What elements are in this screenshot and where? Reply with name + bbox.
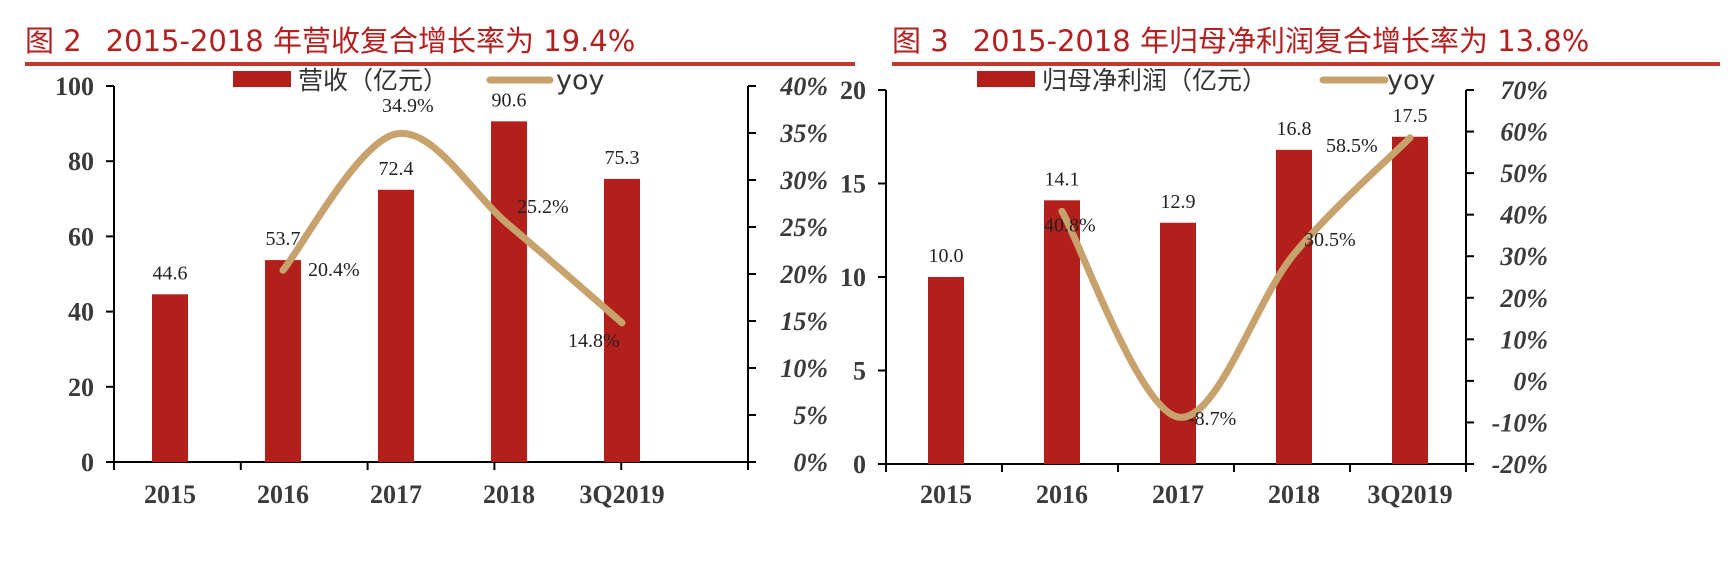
right-tick-label: -20% [1492,450,1548,479]
bar-value-label: 10.0 [929,245,964,267]
right-tick-label: -10% [1492,408,1548,437]
revenue-chart: 0 20 40 60 80 100 0% 5% 10% 15% 20% 25% 30% 35% 40% 201… [55,65,828,509]
right-tick-label: 25% [779,213,828,242]
figure-title: 图 2 2015-2018 年营收复合增长率为 19.4% [25,18,635,60]
bar-value-label: 72.4 [379,158,414,180]
yoy-value-label: 20.4% [308,259,360,281]
category-label: 3Q2019 [1367,480,1452,509]
right-tick-label: 0% [793,448,828,477]
right-tick-label: 40% [1499,201,1548,230]
right-tick-label: 10% [1500,325,1548,354]
right-tick-label: 0% [1513,367,1548,396]
bar-value-label: 14.1 [1045,168,1080,190]
title-divider [25,62,855,66]
left-tick-label: 20 [68,373,94,402]
net-profit-chart: 0 5 10 15 20 -20% -10% 0% 10% 20% 30% 40% 50% 60% 70% 2… [840,65,1548,509]
right-tick-label: 10% [780,354,828,383]
bar [928,277,964,464]
category-label: 2017 [370,480,422,509]
title-divider [892,62,1720,66]
bar [152,294,188,462]
bar-value-label: 17.5 [1393,105,1428,127]
left-tick-label: 0 [81,448,94,477]
figure-title-text: 2015-2018 年归母净利润复合增长率为 13.8% [972,24,1590,58]
legend-line-label: yoy [1387,65,1435,96]
category-label: 2018 [1268,480,1320,509]
right-tick-label: 35% [779,119,828,148]
bar-value-label: 53.7 [266,228,301,250]
legend-bar-label: 营收（亿元） [298,66,448,95]
right-tick-label: 20% [779,260,828,289]
yoy-line [1058,134,1414,421]
left-tick-label: 20 [840,76,866,105]
yoy-value-label: 30.5% [1304,229,1356,251]
category-label: 2015 [144,480,196,509]
right-tick-label: 30% [779,166,828,195]
left-tick-label: 60 [68,222,94,251]
left-tick-label: 0 [853,450,866,479]
figure-title: 图 3 2015-2018 年归母净利润复合增长率为 13.8% [892,18,1589,60]
category-label: 3Q2019 [579,480,664,509]
legend-bar-swatch [233,71,291,87]
bar-value-label: 75.3 [605,147,640,169]
bar-value-label: 90.6 [492,89,527,111]
yoy-value-label: 40.8% [1044,214,1096,236]
left-tick-label: 100 [55,72,94,101]
left-tick-label: 40 [68,298,94,327]
bar [378,189,414,462]
category-label: 2016 [1036,480,1088,509]
category-label: 2017 [1152,480,1204,509]
category-label: 2016 [257,480,309,509]
right-tick-label: 50% [1500,159,1548,188]
legend-bar-swatch [977,71,1035,87]
figure-number: 图 2 [25,24,82,58]
right-tick-label: 15% [780,307,828,336]
left-tick-label: 5 [853,357,866,386]
bar [491,121,527,463]
bar [1392,136,1428,464]
category-label: 2015 [920,480,972,509]
bar-value-label: 12.9 [1161,191,1196,213]
right-tick-label: 5% [793,401,828,430]
left-tick-label: 80 [68,147,94,176]
bar [1276,149,1312,464]
left-tick-label: 15 [840,170,866,199]
legend-bar-label: 归母净利润（亿元） [1042,66,1267,95]
yoy-value-label: 58.5% [1326,135,1378,157]
right-tick-label: 70% [1500,76,1548,105]
legend-line-label: yoy [556,65,604,96]
right-tick-label: 20% [1499,284,1548,313]
figure-title-text: 2015-2018 年营收复合增长率为 19.4% [105,24,636,58]
yoy-value-label: 14.8% [568,330,620,352]
right-tick-label: 30% [1499,242,1548,271]
revenue-chart-panel: 图 2 2015-2018 年营收复合增长率为 19.4% 0 20 40 60 80 10… [25,18,855,509]
category-label: 2018 [483,480,535,509]
left-tick-label: 10 [840,263,866,292]
net-profit-chart-panel: 图 3 2015-2018 年归母净利润复合增长率为 13.8% 0 5 10 15 20… [840,0,1728,566]
yoy-line [279,129,626,327]
bar-value-label: 16.8 [1277,118,1312,140]
figure-number: 图 3 [892,24,949,58]
yoy-value-label: -8.7% [1188,408,1236,430]
right-tick-label: 40% [779,72,828,101]
bar-value-label: 44.6 [153,262,188,284]
right-tick-label: 60% [1500,118,1548,147]
yoy-value-label: 34.9% [382,95,434,117]
bar [265,260,301,462]
bar [1160,222,1196,464]
yoy-value-label: 25.2% [517,196,569,218]
